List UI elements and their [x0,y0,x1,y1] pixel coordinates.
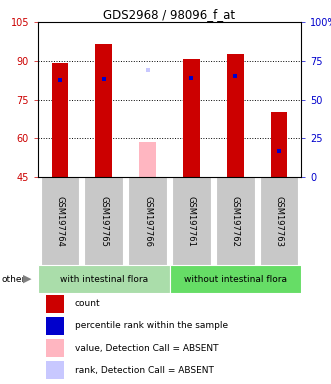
Bar [169,265,301,293]
Text: rank, Detection Call = ABSENT: rank, Detection Call = ABSENT [75,366,214,374]
Bar [227,54,244,177]
Bar [46,361,64,379]
Bar [84,177,123,265]
Title: GDS2968 / 98096_f_at: GDS2968 / 98096_f_at [104,8,236,21]
Bar [139,142,156,177]
Text: GSM197763: GSM197763 [275,195,284,247]
Bar [271,113,287,177]
Text: other: other [2,275,26,283]
Text: percentile rank within the sample: percentile rank within the sample [75,321,228,331]
Bar [95,44,112,177]
Bar [183,60,200,177]
Bar [41,177,79,265]
Text: GSM197762: GSM197762 [231,195,240,247]
Bar [172,177,211,265]
Text: GSM197761: GSM197761 [187,195,196,247]
Bar [46,339,64,357]
Text: GSM197765: GSM197765 [99,195,108,247]
Text: ▶: ▶ [23,274,31,284]
Bar [260,177,298,265]
Bar [216,177,255,265]
Bar [128,177,167,265]
Text: without intestinal flora: without intestinal flora [184,275,287,283]
Text: value, Detection Call = ABSENT: value, Detection Call = ABSENT [75,344,218,353]
Bar [52,63,68,177]
Text: GSM197766: GSM197766 [143,195,152,247]
Text: count: count [75,300,100,308]
Text: with intestinal flora: with intestinal flora [60,275,148,283]
Text: GSM197764: GSM197764 [55,195,65,247]
Bar [38,265,169,293]
Bar [46,295,64,313]
Bar [46,317,64,335]
